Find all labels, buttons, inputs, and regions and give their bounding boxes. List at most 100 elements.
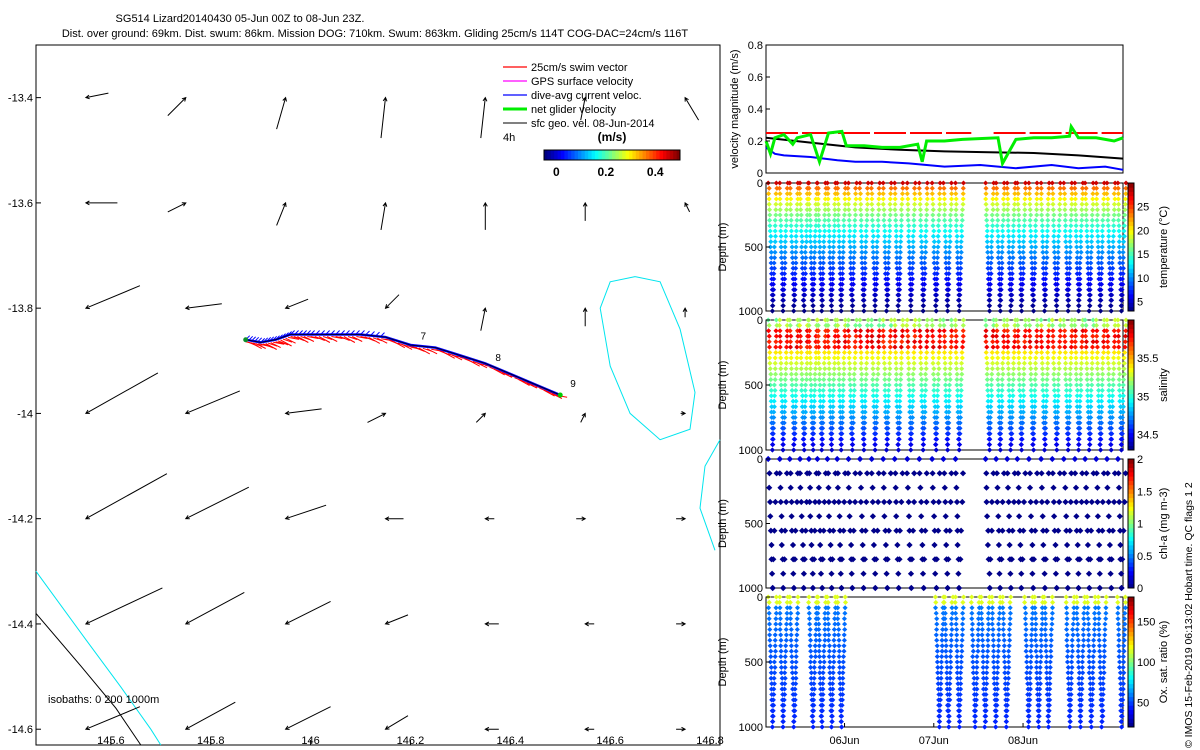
temperature-colorbar-segment (1128, 272, 1134, 278)
temperature-data-point (862, 260, 868, 266)
temperature-data-point (780, 308, 786, 314)
temperature-data-point (788, 233, 794, 239)
chla-colorbar-segment (1128, 476, 1134, 481)
swim-vector (285, 337, 296, 344)
temperature-colorbar-tick-label: 25 (1137, 202, 1149, 214)
temperature-data-point (839, 281, 845, 287)
chla-colorbar-segment (1128, 484, 1134, 490)
map-x-tick-label: 146.4 (497, 735, 525, 747)
salinity-y-tick-label: 500 (745, 380, 763, 392)
colorbar-tick-label: 0.2 (597, 165, 614, 179)
colorbar-segment (673, 150, 677, 160)
temperature-data-point (885, 265, 892, 271)
chla-colorbar-segment (1128, 527, 1134, 533)
chla-colorbar-segment (1128, 471, 1134, 477)
temperature-colorbar-segment (1128, 285, 1134, 291)
temperature-colorbar-segment (1128, 264, 1134, 269)
temperature-data-point (789, 255, 795, 261)
temperature-data-point (830, 265, 836, 271)
chla-colorbar-tick-label: 2 (1137, 454, 1143, 466)
temperature-data-point (801, 308, 807, 314)
swim-vector (418, 347, 431, 355)
temperature-data-point (782, 260, 788, 266)
temperature-data-point (835, 212, 841, 218)
temperature-data-point (819, 303, 825, 309)
map-isobaths (35, 276, 721, 746)
colorbar-unit-label: (m/s) (598, 130, 627, 144)
swim-vector (451, 354, 463, 361)
temperature-data-point (832, 212, 838, 218)
temperature-data-point (807, 212, 813, 218)
temperature-data-point (848, 260, 854, 266)
geo-velocity-arrow (284, 408, 322, 416)
colorbar-segment (659, 150, 664, 160)
temperature-data-point (908, 308, 914, 314)
temperature-data-point (861, 292, 867, 298)
temperature-data-point (933, 292, 940, 298)
temperature-data-point (788, 228, 794, 234)
temperature-colorbar-segment (1128, 251, 1134, 256)
temperature-data-point (863, 239, 869, 245)
temperature-data-point (797, 196, 803, 202)
temperature-data-point (940, 180, 946, 186)
velocity-y-tick-label: 0 (757, 168, 763, 180)
temperature-colorbar-segment (1128, 191, 1134, 197)
temperature-data-point (875, 223, 881, 229)
temperature-colorbar-segment (1128, 187, 1134, 192)
chla-colorbar-segment (1128, 540, 1134, 546)
temperature-colorbar-segment (1128, 229, 1134, 235)
geo-velocity-arrow (384, 294, 400, 309)
geo-velocity-arrow (384, 715, 409, 730)
swim-vector (414, 346, 425, 352)
colorbar-segment (669, 150, 674, 160)
temperature-data-point (874, 271, 880, 277)
temperature-colorbar-segment (1128, 268, 1134, 273)
legend-dac-label: dive-avg current veloc. (531, 90, 642, 102)
geo-velocity-arrow (584, 726, 595, 732)
temperature-data-point (921, 297, 927, 303)
temperature-colorbar-segment (1128, 183, 1134, 188)
swim-vector (551, 393, 563, 399)
temperature-colorbar-segment (1128, 302, 1134, 308)
geo-velocity-arrow (676, 726, 687, 732)
chla-colorbar-segment (1128, 575, 1134, 580)
temperature-colorbar-label: temperature (°C) (1158, 206, 1170, 288)
temperature-data-point (793, 228, 799, 234)
temperature-data-point (883, 308, 890, 314)
temperature-data-point (910, 260, 916, 266)
temperature-data-point (791, 308, 797, 314)
glider-track-centerline (245, 334, 561, 396)
temperature-data-point (827, 249, 833, 255)
salinity-colorbar-segment (1128, 402, 1134, 408)
temperature-data-point (922, 265, 928, 271)
colorbar-segment (578, 150, 582, 160)
geo-velocity-arrow (167, 96, 187, 116)
temperature-data-point (837, 265, 843, 271)
temperature-data-point (1122, 201, 1128, 207)
glider-track: 789 (243, 330, 576, 399)
temperature-data-point (802, 287, 808, 293)
temperature-data-point (768, 260, 774, 266)
geo-velocity-arrow (84, 473, 168, 520)
colorbar-segment (635, 150, 640, 160)
temperature-data-point (881, 217, 887, 223)
geo-velocity-arrow (475, 412, 487, 423)
temperature-data-point (782, 265, 788, 271)
geo-velocity-arrow (84, 285, 141, 310)
chla-colorbar-segment (1128, 489, 1134, 494)
temperature-data-point (830, 260, 836, 266)
temperature-data-point (885, 287, 891, 293)
legend-scale-label: 4h (503, 132, 515, 144)
temperature-colorbar-segment (1128, 221, 1134, 227)
colorbar-segment (656, 150, 660, 160)
temperature-data-point (771, 244, 777, 250)
colorbar-tick-label: 0.4 (647, 165, 664, 179)
temperature-data-point (793, 223, 799, 229)
temperature-data-point (820, 255, 826, 261)
geo-velocity-arrow (584, 621, 595, 627)
swim-vector (255, 343, 266, 349)
salinity-colorbar-segment (1128, 385, 1134, 390)
swim-vector (273, 341, 285, 345)
swim-vector (282, 338, 293, 343)
temperature-data-point (819, 308, 825, 314)
